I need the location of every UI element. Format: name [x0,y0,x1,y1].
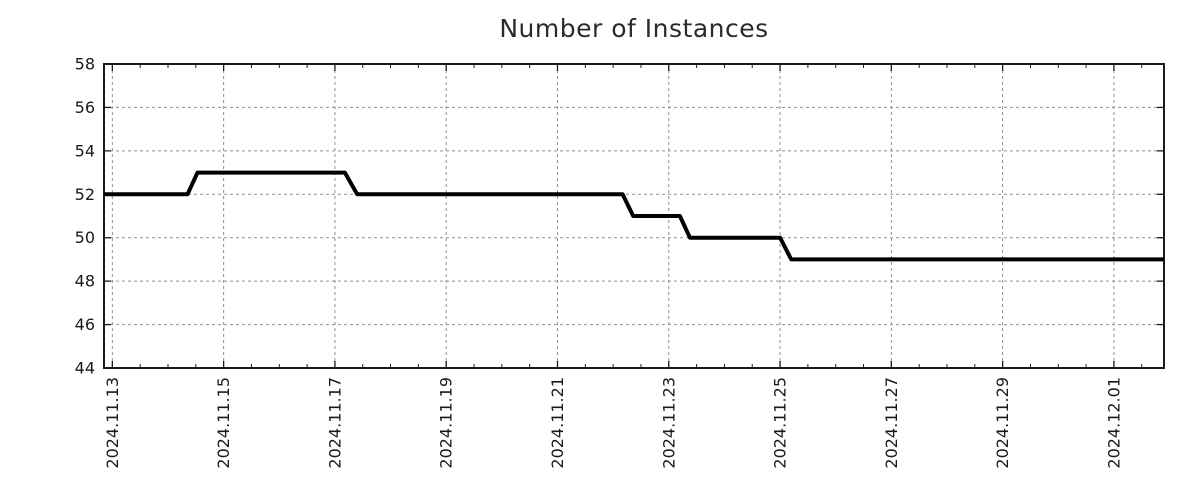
chart-title: Number of Instances [499,14,769,43]
y-tick-label: 46 [75,315,95,334]
y-tick-label: 52 [75,185,95,204]
x-tick-label: 2024.11.25 [771,377,790,469]
x-tick-label: 2024.11.19 [437,377,456,469]
x-tick-label: 2024.11.23 [659,377,678,469]
series-line-instances [104,170,1164,262]
x-tick-label: 2024.12.01 [1104,377,1123,469]
y-tick-label: 48 [75,272,95,291]
y-tick-label: 44 [75,359,95,378]
x-tick-label: 2024.11.15 [214,377,233,469]
plot-border [103,63,1165,369]
x-tick-label: 2024.11.17 [325,377,344,469]
y-tick-label: 50 [75,228,95,247]
x-tick-label: 2024.11.27 [882,377,901,469]
x-tick-label: 2024.11.29 [993,377,1012,469]
y-tick-label: 56 [75,98,95,117]
x-tick-label: 2024.11.21 [548,377,567,469]
y-tick-label: 54 [75,141,95,160]
x-tick-label: 2024.11.13 [103,377,122,469]
y-tick-label: 58 [75,55,95,74]
